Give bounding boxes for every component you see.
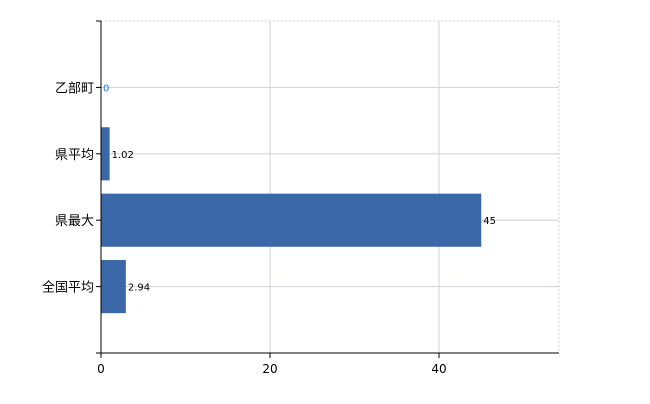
data-label: 1.02 (112, 150, 134, 161)
y-tick-label: 県平均 (55, 148, 94, 163)
y-tick-label: 県最大 (55, 214, 94, 229)
bar (101, 127, 110, 181)
bar (101, 260, 126, 314)
x-tick-label: 20 (262, 362, 277, 376)
y-tick-label: 乙部町 (55, 81, 94, 96)
bar (101, 193, 482, 247)
x-tick-label: 0 (97, 362, 105, 376)
y-tick-label: 全国平均 (42, 280, 94, 296)
data-label: 2.94 (128, 283, 150, 294)
data-label: 0 (103, 83, 109, 94)
x-tick-label: 40 (431, 362, 446, 376)
data-label: 45 (483, 216, 496, 227)
